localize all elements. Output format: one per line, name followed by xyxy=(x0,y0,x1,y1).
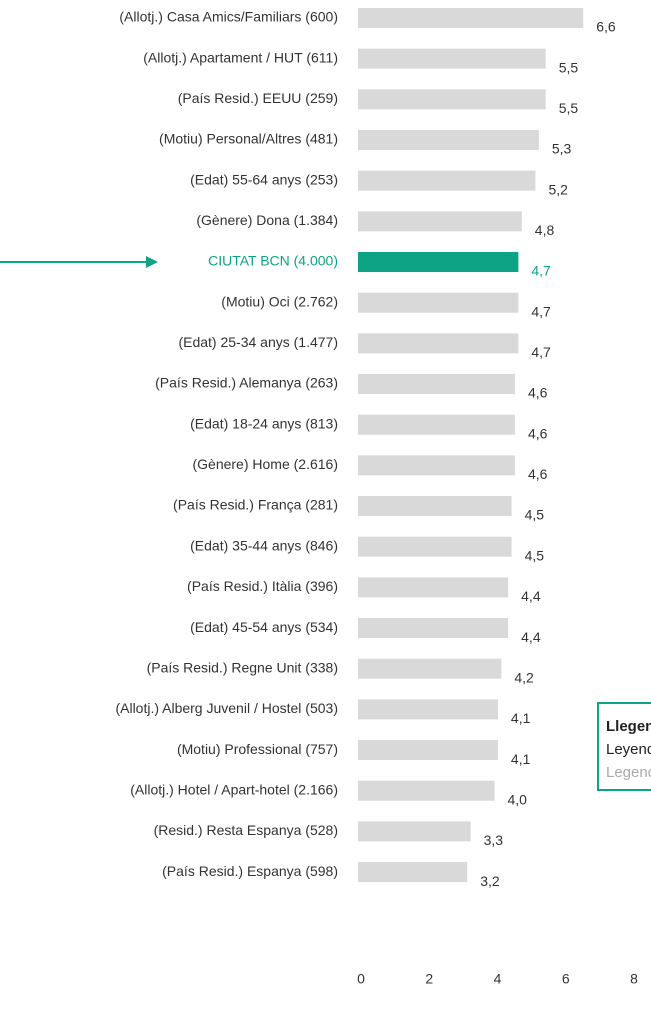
legend-text: Legend xyxy=(606,764,651,781)
category-label: (Edat) 25-34 anys (1.477) xyxy=(178,334,338,350)
x-tick-label: 2 xyxy=(425,971,433,987)
arrow-head xyxy=(146,256,158,268)
value-label: 4,8 xyxy=(535,222,555,238)
bar xyxy=(358,658,502,679)
x-tick-label: 4 xyxy=(494,971,502,987)
category-label: (Edat) 18-24 anys (813) xyxy=(190,415,338,431)
category-label: (Allotj.) Apartament / HUT (611) xyxy=(143,49,338,65)
value-label: 4,6 xyxy=(528,385,548,401)
x-tick-label: 8 xyxy=(630,971,638,987)
category-label: (Gènere) Home (2.616) xyxy=(192,456,338,472)
bar xyxy=(358,252,519,273)
bar xyxy=(358,333,519,354)
legend-text: Leyenda xyxy=(606,741,651,758)
bar xyxy=(358,536,512,557)
value-label: 4,5 xyxy=(525,547,545,563)
value-label: 4,1 xyxy=(511,710,531,726)
bar xyxy=(358,8,584,28)
value-label: 3,3 xyxy=(484,832,504,848)
x-tick-label: 0 xyxy=(357,971,365,987)
value-label: 4,1 xyxy=(511,751,531,767)
category-label: (País Resid.) Itàlia (396) xyxy=(187,578,338,594)
bar xyxy=(358,48,546,69)
legend-box xyxy=(597,702,651,791)
bar xyxy=(358,455,515,476)
value-label: 5,3 xyxy=(552,141,572,157)
bar xyxy=(358,170,536,191)
category-label: CIUTAT BCN (4.000) xyxy=(208,253,338,269)
category-label: (Motiu) Personal/Altres (481) xyxy=(159,131,338,147)
category-label: (Gènere) Dona (1.384) xyxy=(196,212,338,228)
bar xyxy=(358,577,509,598)
value-label: 4,4 xyxy=(521,629,541,645)
value-label: 5,5 xyxy=(559,100,579,116)
bar xyxy=(358,496,512,517)
category-label: (Edat) 55-64 anys (253) xyxy=(190,171,338,187)
category-label: (Motiu) Oci (2.762) xyxy=(221,293,338,309)
value-label: 4,2 xyxy=(514,669,534,685)
bar xyxy=(358,618,509,639)
x-tick-label: 6 xyxy=(562,971,570,987)
value-label: 4,6 xyxy=(528,425,548,441)
bar xyxy=(358,130,539,151)
legend-title: Llegenda xyxy=(606,718,651,735)
bar xyxy=(358,740,498,761)
value-label: 5,2 xyxy=(548,181,568,197)
bar xyxy=(358,374,515,395)
category-label: (Allotj.) Alberg Juvenil / Hostel (503) xyxy=(115,700,338,716)
category-label: (Allotj.) Hotel / Apart-hotel (2.166) xyxy=(130,781,338,797)
category-label: (Edat) 45-54 anys (534) xyxy=(190,619,338,635)
value-label: 5,5 xyxy=(559,59,579,75)
value-label: 4,6 xyxy=(528,466,548,482)
bar xyxy=(358,780,495,801)
value-label: 4,7 xyxy=(531,303,551,319)
value-label: 4,0 xyxy=(508,791,528,807)
category-label: (País Resid.) EEUU (259) xyxy=(178,90,338,106)
value-label: 4,5 xyxy=(525,507,545,523)
value-label: 4,7 xyxy=(531,263,551,279)
category-label: (País Resid.) França (281) xyxy=(173,497,338,513)
bar xyxy=(358,414,515,435)
category-label: (País Resid.) Regne Unit (338) xyxy=(147,659,338,675)
bar xyxy=(358,862,468,883)
category-label: (Edat) 35-44 anys (846) xyxy=(190,537,338,553)
bar xyxy=(358,211,522,232)
bar xyxy=(358,292,519,313)
category-label: (País Resid.) Alemanya (263) xyxy=(155,375,338,391)
category-label: (Motiu) Professional (757) xyxy=(177,741,338,757)
category-label: (Resid.) Resta Espanya (528) xyxy=(154,822,338,838)
value-label: 3,2 xyxy=(480,873,500,889)
bar xyxy=(358,699,498,720)
category-label: (Allotj.) Casa Amics/Familiars (600) xyxy=(119,9,338,25)
category-label: (País Resid.) Espanya (598) xyxy=(162,863,338,879)
value-label: 6,6 xyxy=(596,19,616,35)
bar xyxy=(358,821,471,842)
bar xyxy=(358,89,546,110)
value-label: 4,7 xyxy=(531,344,551,360)
value-label: 4,4 xyxy=(521,588,541,604)
